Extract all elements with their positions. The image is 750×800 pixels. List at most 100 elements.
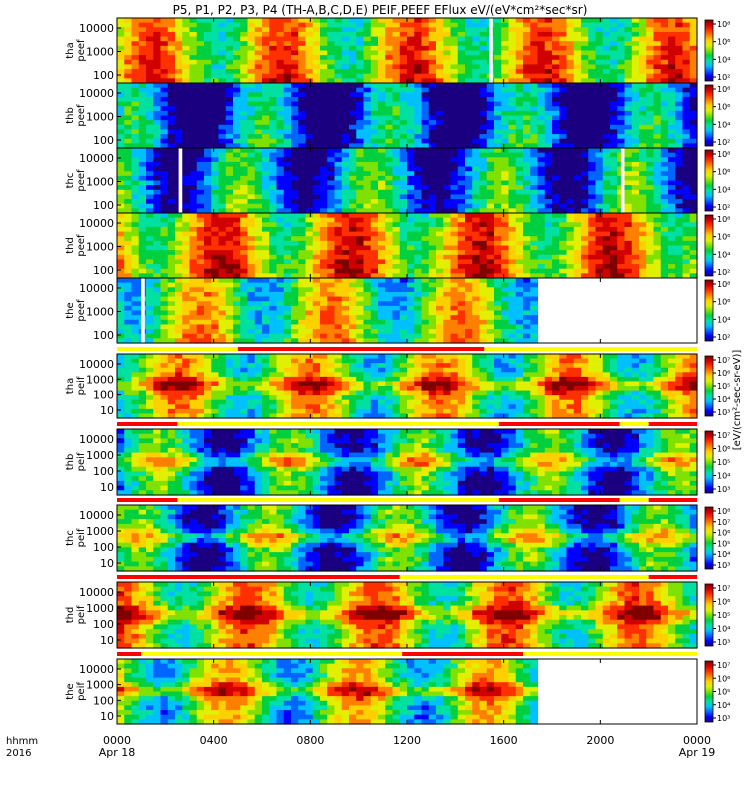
heatmap-cell	[660, 157, 669, 163]
heatmap-cell	[653, 120, 662, 126]
heatmap-cell	[204, 175, 212, 182]
heatmap-cell	[566, 83, 575, 89]
heatmap-cell	[479, 87, 488, 93]
heatmap-cell	[124, 36, 133, 42]
heatmap-cell	[175, 324, 183, 330]
heatmap-cell	[160, 189, 169, 196]
heatmap-cell	[254, 134, 263, 140]
heatmap-cell	[218, 157, 227, 163]
heatmap-cell	[378, 240, 386, 247]
heatmap-cell	[501, 213, 510, 219]
heatmap-cell	[269, 324, 278, 330]
heatmap-cell	[196, 305, 205, 312]
heatmap-cell	[399, 171, 408, 177]
heatmap-cell	[320, 250, 328, 256]
heatmap-cell	[312, 338, 321, 344]
heatmap-cell	[117, 148, 125, 154]
heatmap-cell	[653, 87, 662, 93]
heatmap-cell	[399, 92, 408, 98]
heatmap-cell	[349, 148, 357, 154]
heatmap-cell	[320, 333, 328, 339]
heatmap-cell	[160, 296, 169, 302]
heatmap-cell	[392, 175, 401, 182]
heatmap-cell	[421, 199, 430, 205]
heatmap-cell	[240, 55, 249, 61]
heatmap-cell	[399, 55, 408, 61]
heatmap-cell	[530, 203, 539, 209]
heatmap-cell	[421, 264, 430, 270]
heatmap-cell	[298, 319, 307, 326]
heatmap-cell	[573, 259, 582, 265]
heatmap-cell	[160, 291, 169, 298]
heatmap-cell	[428, 152, 437, 158]
heatmap-cell	[196, 45, 205, 52]
heatmap-cell	[689, 222, 698, 228]
heatmap-cell	[544, 73, 553, 79]
heatmap-cell	[559, 36, 568, 42]
heatmap-cell	[327, 18, 336, 24]
y-tick-label: 100	[93, 199, 114, 212]
heatmap-cell	[508, 231, 517, 237]
heatmap-cell	[218, 222, 227, 228]
heatmap-cell	[305, 213, 314, 219]
heatmap-cell	[182, 22, 191, 28]
heatmap-cell	[581, 55, 589, 61]
heatmap-cell	[117, 31, 125, 38]
heatmap-cell	[530, 236, 539, 242]
heatmap-cell	[327, 148, 336, 154]
heatmap-cell	[385, 273, 394, 279]
heatmap-cell	[225, 101, 234, 107]
heatmap-cell	[341, 236, 350, 242]
heatmap-cell	[291, 278, 299, 284]
heatmap-cell	[472, 171, 481, 177]
heatmap-cell	[262, 120, 270, 126]
heatmap-cell	[573, 83, 582, 89]
heatmap-cell	[450, 138, 459, 144]
heatmap-cell	[247, 273, 256, 279]
heatmap-cell	[262, 282, 270, 288]
heatmap-cell	[515, 110, 524, 117]
heatmap-cell	[559, 166, 568, 172]
heatmap-cell	[602, 240, 611, 247]
heatmap-cell	[117, 240, 125, 247]
heatmap-cell	[218, 217, 227, 223]
heatmap-cell	[175, 259, 183, 265]
heatmap-cell	[595, 31, 604, 38]
heatmap-cell	[624, 157, 633, 163]
heatmap-cell	[225, 120, 234, 126]
heatmap-cell	[537, 124, 546, 131]
heatmap-cell	[182, 282, 191, 288]
heatmap-cell	[211, 203, 220, 209]
heatmap-cell	[225, 296, 234, 302]
heatmap-cell	[392, 129, 401, 135]
heatmap-cell	[588, 134, 597, 140]
heatmap-cell	[240, 87, 249, 93]
heatmap-cell	[515, 87, 524, 93]
heatmap-cell	[573, 240, 582, 247]
heatmap-cell	[573, 115, 582, 121]
heatmap-cell	[225, 301, 234, 307]
heatmap-cell	[269, 291, 278, 298]
heatmap-cell	[334, 152, 343, 158]
heatmap-cell	[668, 55, 676, 61]
heatmap-cell	[233, 282, 241, 288]
heatmap-cell	[189, 301, 198, 307]
heatmap-cell	[146, 55, 154, 61]
heatmap-cell	[233, 106, 241, 112]
heatmap-cell	[508, 273, 517, 279]
heatmap-cell	[537, 208, 546, 214]
heatmap-cell	[428, 245, 437, 251]
heatmap-cell	[552, 166, 560, 172]
heatmap-cell	[624, 203, 633, 209]
heatmap-cell	[363, 87, 372, 93]
heatmap-cell	[660, 45, 669, 52]
heatmap-cell	[204, 96, 212, 103]
heatmap-cell	[189, 83, 198, 89]
heatmap-cell	[298, 148, 307, 154]
heatmap-cell	[240, 208, 249, 214]
heatmap-cell	[363, 231, 372, 237]
heatmap-cell	[240, 78, 249, 84]
heatmap-cell	[457, 138, 466, 144]
heatmap-cell	[117, 213, 125, 219]
heatmap-cell	[486, 226, 495, 233]
